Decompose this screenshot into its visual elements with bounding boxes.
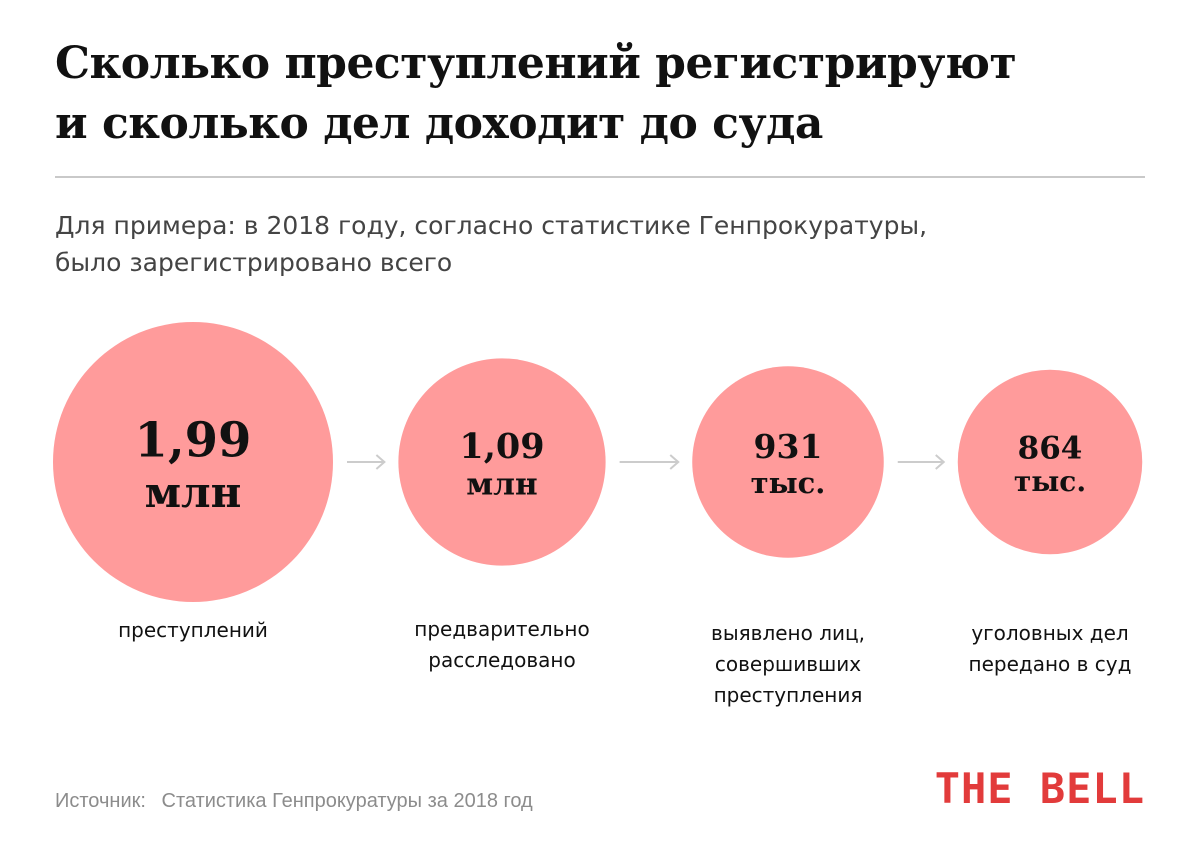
bubble-3-label-line-3: преступления — [713, 683, 863, 707]
arrow-3 — [897, 454, 946, 470]
bubble-2-label-line-1: предварительно — [414, 617, 590, 641]
bubble-3-label: выявлено лиц, совершивших преступления — [668, 618, 908, 711]
bubble-2-label-line-2: расследовано — [428, 648, 576, 672]
subtitle-line-2: было зарегистрировано всего — [55, 248, 453, 277]
source-text: Статистика Генпрокуратуры за 2018 год — [161, 790, 533, 812]
bubble-4-label: уголовных дел передано в суд — [930, 618, 1170, 680]
bubble-4 — [957, 369, 1143, 555]
bubble-2-label: предварительно расследовано — [382, 614, 622, 676]
title-line-2: и сколько дел доходит до суда — [55, 98, 823, 149]
bubble-1-number: 1,99 — [135, 412, 252, 468]
subtitle-line-1: Для примера: в 2018 году, согласно стати… — [55, 211, 928, 240]
bubble-3-label-line-1: выявлено лиц, — [711, 621, 865, 645]
divider — [55, 176, 1145, 178]
arrow-2 — [619, 454, 680, 470]
bubble-4-label-line-2: передано в суд — [968, 652, 1132, 676]
bubble-2 — [398, 358, 606, 566]
bubble-1 — [53, 322, 333, 602]
bubble-4-unit: тыс. — [1014, 465, 1086, 498]
bubble-3 — [692, 366, 884, 558]
source-label: Источник: — [55, 790, 146, 812]
bubble-1-unit: млн — [145, 468, 242, 517]
page-title: Сколько преступлений регистрируют и скол… — [55, 34, 1145, 154]
bubble-4-label-line-1: уголовных дел — [971, 621, 1129, 645]
bubble-3-number: 931 — [754, 427, 823, 466]
source-note: Источник: Статистика Генпрокуратуры за 2… — [55, 790, 543, 813]
subtitle: Для примера: в 2018 году, согласно стати… — [55, 207, 1145, 281]
arrow-1 — [347, 454, 386, 470]
bubble-1-label: преступлений — [73, 615, 313, 646]
title-line-1: Сколько преступлений регистрируют — [55, 38, 1017, 89]
bubble-4-number: 864 — [1018, 430, 1083, 466]
bubble-2-unit: млн — [466, 467, 537, 503]
bubble-3-unit: тыс. — [751, 466, 826, 500]
bubble-1-label-line-1: преступлений — [118, 618, 268, 642]
bubble-2-number: 1,09 — [459, 426, 544, 467]
bubble-3-label-line-2: совершивших — [714, 652, 862, 676]
the-bell-logo: THE BELL — [934, 764, 1145, 813]
